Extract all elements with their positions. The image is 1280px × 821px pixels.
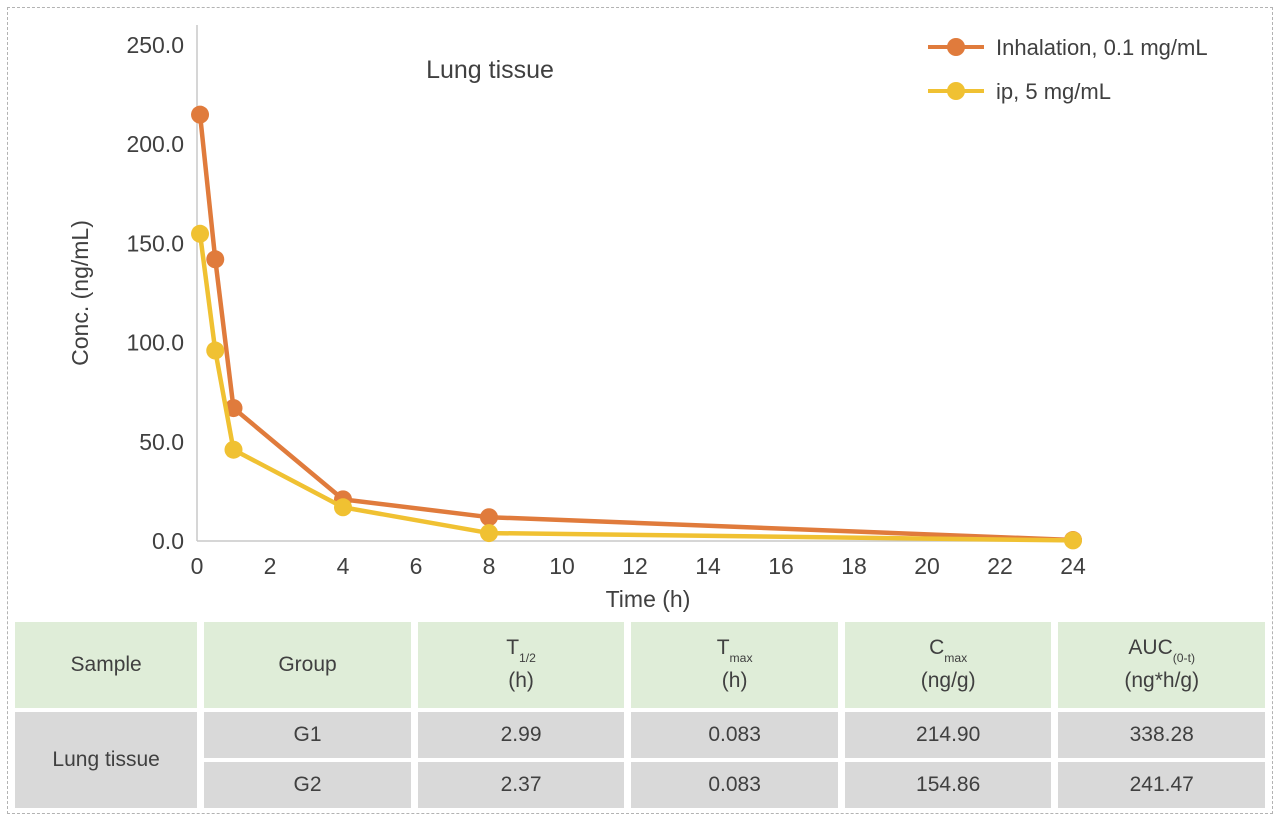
header-t12-subscript: 1/2 (519, 651, 536, 666)
group-cell: G1 (204, 712, 411, 758)
header-t12-symbol: T (506, 636, 520, 660)
legend-swatch-marker (947, 82, 965, 100)
legend-item-label: Inhalation, 0.1 mg/mL (996, 35, 1208, 60)
x-tick-label: 22 (987, 553, 1013, 579)
data-point-series-0 (191, 105, 210, 124)
y-tick-label: 50.0 (139, 429, 184, 455)
header-cmax-subscript: max (944, 651, 968, 666)
x-tick-label: 14 (695, 553, 721, 579)
tmax-cell: 0.083 (631, 762, 838, 808)
header-group: Group (204, 622, 411, 708)
cmax-cell: 214.90 (844, 712, 1052, 758)
legend-swatch-marker (947, 38, 965, 56)
x-tick-label: 0 (191, 553, 204, 579)
y-axis-label: Conc. (ng/mL) (67, 220, 93, 366)
series-line-0 (197, 112, 1076, 543)
auc-cell: 338.28 (1058, 712, 1265, 758)
data-point-series-1 (224, 440, 243, 459)
x-tick-label: 4 (337, 553, 350, 579)
t12-cell: 2.37 (417, 762, 625, 808)
y-tick-label: 0.0 (152, 528, 184, 554)
header-sample-label: Sample (70, 652, 142, 676)
table-header-row: Sample Group T1/2 (h) Tmax (h) Cmax (ng/… (15, 622, 1265, 708)
header-tmax-unit: (h) (721, 669, 748, 692)
data-point-series-0 (224, 399, 243, 418)
pk-chart-area: 0.0 50.0 100.0 150.0 200.0 250.0 0 2 4 6 8 10 12 14 16… (67, 25, 1208, 612)
t12-cell: 2.99 (417, 712, 625, 758)
cmax-cell: 154.86 (844, 762, 1052, 808)
y-tick-label: 100.0 (126, 330, 184, 356)
x-tick-label: 20 (914, 553, 940, 579)
table-row: Lung tissue G1 2.99 0.083 214.90 338.28 (15, 712, 1265, 808)
data-point-series-1 (480, 524, 498, 543)
data-point-series-0 (480, 508, 498, 527)
data-point-series-0 (206, 250, 225, 269)
chart-title: Lung tissue (426, 56, 554, 84)
header-cmax: Cmax (ng/g) (844, 622, 1052, 708)
group-cell: G2 (204, 762, 411, 808)
header-t12: T1/2 (h) (417, 622, 625, 708)
header-cmax-unit: (ng/g) (920, 669, 976, 692)
x-tick-label: 16 (768, 553, 794, 579)
header-tmax-subscript: max (729, 651, 753, 666)
header-auc: AUC(0-t) (ng*h/g) (1058, 622, 1265, 708)
x-tick-label: 24 (1060, 553, 1086, 579)
x-tick-label: 8 (483, 553, 496, 579)
x-tick-label: 12 (622, 553, 648, 579)
header-group-label: Group (278, 652, 337, 676)
data-point-series-1 (206, 341, 225, 360)
header-auc-symbol: AUC (1128, 636, 1173, 660)
sample-cell: Lung tissue (15, 712, 198, 808)
data-point-series-1 (1064, 531, 1082, 550)
data-point-series-1 (334, 498, 352, 517)
x-axis-label: Time (h) (606, 586, 691, 612)
header-cmax-symbol: C (929, 636, 945, 660)
tmax-cell: 0.083 (631, 712, 838, 758)
y-tick-label: 250.0 (126, 32, 184, 58)
header-tmax-symbol: T (716, 636, 730, 660)
y-tick-label: 150.0 (126, 230, 184, 256)
header-t12-unit: (h) (508, 669, 534, 692)
series-line-1 (197, 231, 1076, 543)
auc-cell: 241.47 (1058, 762, 1265, 808)
header-sample: Sample (15, 622, 198, 708)
table-row: G2 2.37 0.083 154.86 241.47 (15, 762, 1265, 808)
x-tick-label: 6 (410, 553, 423, 579)
y-tick-label: 200.0 (126, 131, 184, 157)
pk-table-wrap: Sample Group T1/2 (h) Tmax (h) Cmax (ng/… (0, 618, 1280, 812)
header-auc-unit: (ng*h/g) (1124, 669, 1200, 692)
data-point-series-1 (191, 224, 210, 243)
x-tick-label: 2 (264, 553, 277, 579)
x-tick-label: 18 (841, 553, 867, 579)
header-auc-subscript: (0-t) (1172, 651, 1196, 666)
x-tick-label: 10 (549, 553, 575, 579)
legend-item-label: ip, 5 mg/mL (996, 79, 1111, 104)
pk-parameters-table: Sample Group T1/2 (h) Tmax (h) Cmax (ng/… (8, 618, 1272, 812)
header-tmax: Tmax (h) (631, 622, 838, 708)
